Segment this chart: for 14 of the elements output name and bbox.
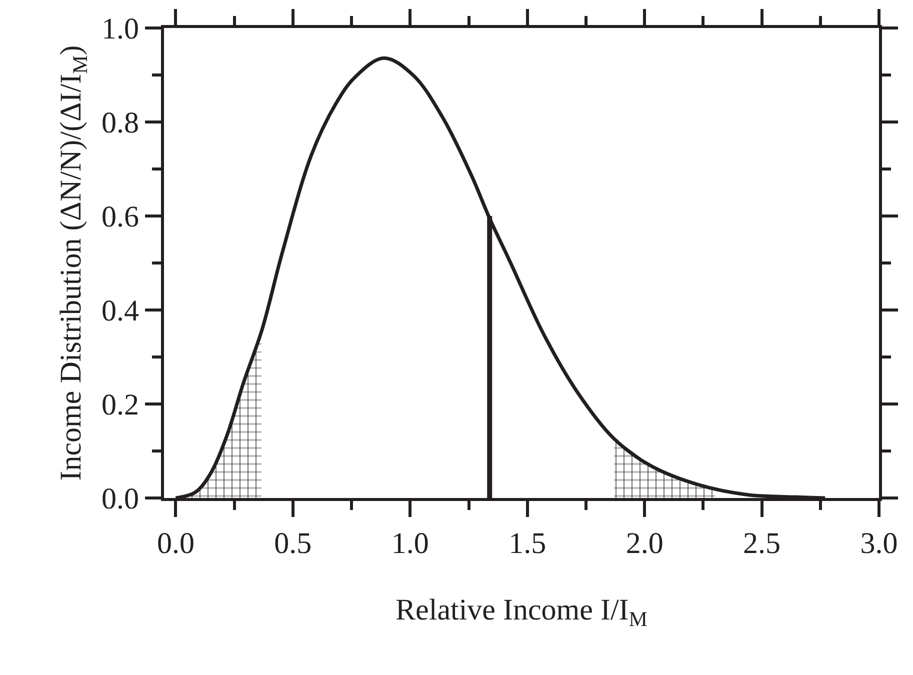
x-tick-label: 0.0	[156, 527, 194, 560]
y-tick-label: 1.0	[102, 12, 139, 46]
x-tick-label: 2.5	[743, 527, 781, 560]
x-tick-label: 0.5	[274, 527, 312, 560]
y-tick-label: 0.0	[102, 482, 139, 516]
x-axis-title: Relative Income I/I$_{M}$	[396, 594, 648, 631]
x-tick-label: 1.0	[391, 527, 429, 560]
x-tick-label: 3.0	[860, 527, 898, 560]
x-tick-label: 1.5	[508, 527, 546, 560]
y-tick-label: 0.8	[102, 106, 139, 140]
x-tick-label: 2.0	[626, 527, 664, 560]
y-tick-label: 0.4	[102, 294, 139, 328]
y-tick-label: 0.2	[102, 388, 139, 422]
y-tick-label: 0.6	[102, 200, 139, 234]
